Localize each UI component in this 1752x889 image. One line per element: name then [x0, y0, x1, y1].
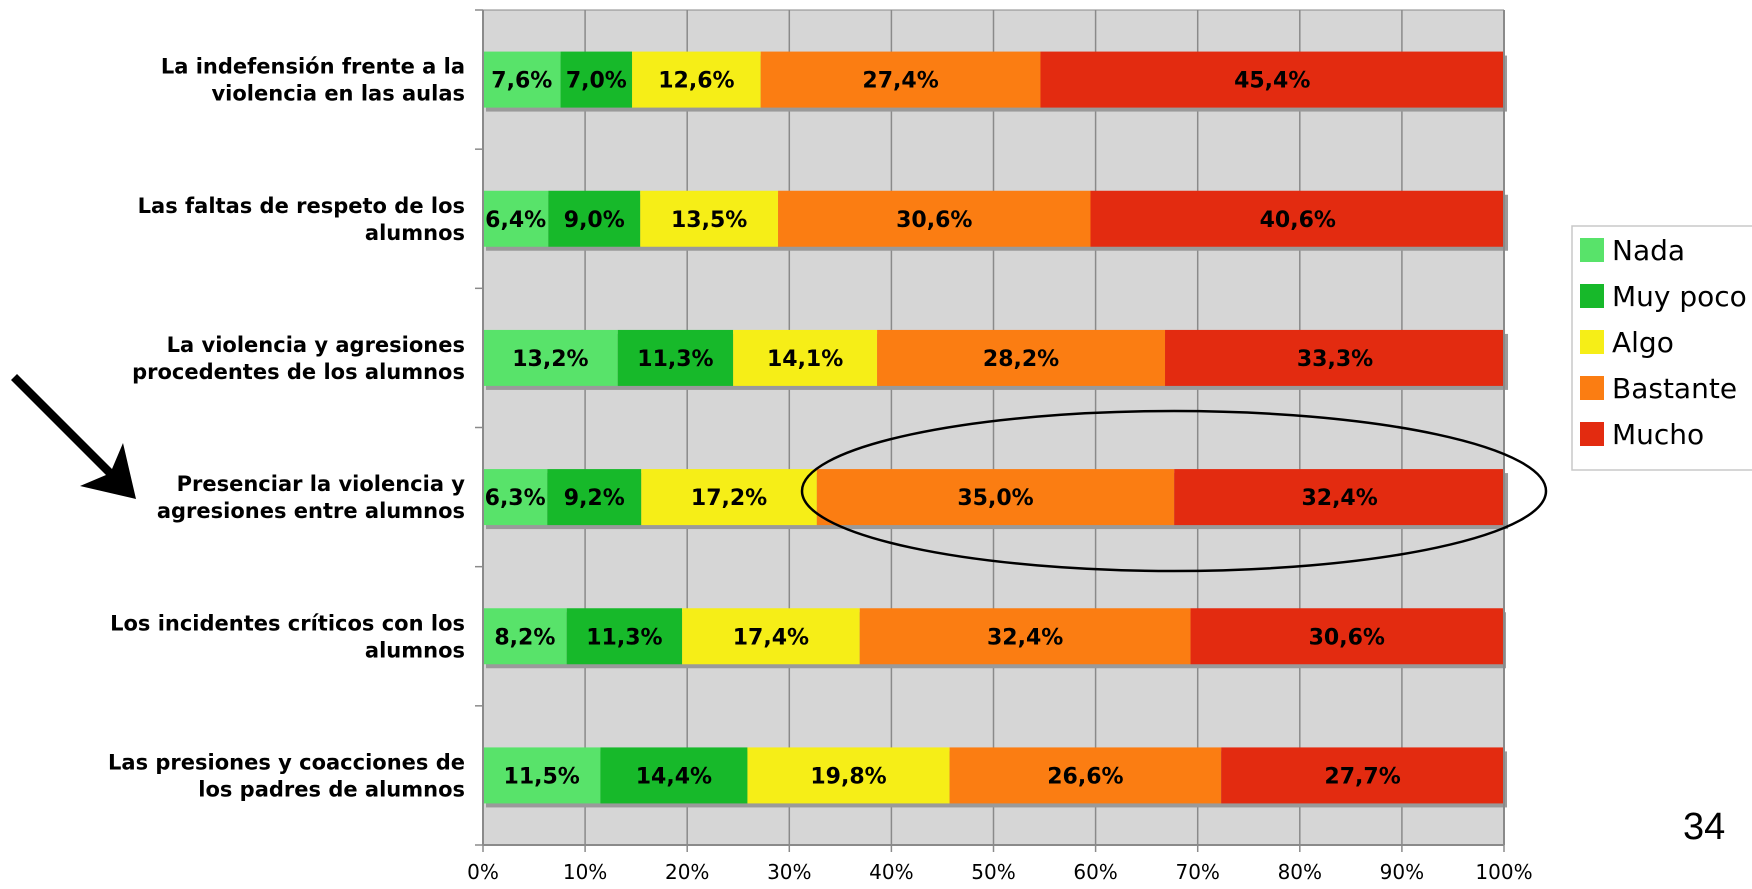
bar-segment	[483, 190, 549, 247]
data-label: 27,4%	[862, 69, 938, 94]
data-label: 6,4%	[485, 208, 546, 233]
legend-label: Mucho	[1612, 418, 1704, 451]
data-label: 13,5%	[671, 208, 747, 233]
data-label: 9,0%	[564, 208, 625, 233]
bar-segment	[816, 469, 1175, 526]
x-tick-label: 30%	[767, 860, 811, 884]
page-number: 34	[1683, 806, 1726, 848]
data-label: 17,2%	[691, 486, 767, 511]
x-tick-label: 100%	[1475, 860, 1532, 884]
bar-segment	[547, 469, 642, 526]
data-label: 13,2%	[512, 347, 588, 372]
bar-segment	[1090, 190, 1506, 247]
x-tick-label: 0%	[467, 860, 499, 884]
data-label: 11,5%	[504, 764, 580, 789]
data-label: 6,3%	[485, 486, 546, 511]
data-label: 7,6%	[491, 69, 552, 94]
bar-segment	[641, 469, 817, 526]
bar-segment	[682, 608, 860, 665]
x-tick-label: 10%	[563, 860, 607, 884]
legend-label: Bastante	[1612, 372, 1737, 405]
legend-swatch	[1580, 330, 1604, 354]
data-label: 14,1%	[767, 347, 843, 372]
x-tick-label: 50%	[971, 860, 1015, 884]
bar-segment	[483, 51, 561, 108]
category-label: Presenciar la violencia y agresiones entr…	[157, 472, 465, 523]
bar-segment	[778, 190, 1091, 247]
data-label: 12,6%	[658, 69, 734, 94]
bar-segment	[859, 608, 1191, 665]
data-label: 8,2%	[494, 625, 555, 650]
x-tick-label: 60%	[1073, 860, 1117, 884]
bar-segment	[483, 608, 567, 665]
bar-segment	[1040, 51, 1504, 108]
bar-segment	[1221, 747, 1504, 804]
legend-swatch	[1580, 284, 1604, 308]
data-label: 7,0%	[566, 69, 627, 94]
right-down-arrow-icon	[11, 374, 136, 499]
data-label: 30,6%	[896, 208, 972, 233]
data-label: 19,8%	[810, 764, 886, 789]
bar-segment	[483, 469, 548, 526]
data-label: 17,4%	[733, 625, 809, 650]
category-label: Las faltas de respeto de los alumnos	[138, 194, 465, 245]
legend-label: Algo	[1612, 326, 1674, 359]
data-label: 11,3%	[637, 347, 713, 372]
x-tick-label: 70%	[1175, 860, 1219, 884]
data-label: 33,3%	[1297, 347, 1373, 372]
data-label: 11,3%	[586, 625, 662, 650]
data-label: 27,7%	[1324, 764, 1400, 789]
x-tick-label: 40%	[869, 860, 913, 884]
data-label: 9,2%	[564, 486, 625, 511]
data-label: 30,6%	[1309, 625, 1385, 650]
legend-label: Nada	[1612, 234, 1685, 267]
data-label: 26,6%	[1047, 764, 1123, 789]
x-tick-label: 90%	[1380, 860, 1424, 884]
category-label: Los incidentes críticos con los alumnos	[110, 611, 465, 662]
bar-segment	[733, 329, 878, 386]
category-label: Las presiones y coacciones de los padres …	[108, 750, 465, 801]
bar-segment	[760, 51, 1041, 108]
bar-segment	[566, 608, 683, 665]
bar-segment	[877, 329, 1166, 386]
legend-swatch	[1580, 238, 1604, 262]
x-tick-label: 80%	[1278, 860, 1322, 884]
data-label: 45,4%	[1234, 69, 1310, 94]
legend-swatch	[1580, 422, 1604, 446]
x-tick-label: 20%	[665, 860, 709, 884]
category-label: La violencia y agresiones procedentes de …	[132, 333, 465, 384]
legend-label: Muy poco	[1612, 280, 1747, 313]
bar-segment	[632, 51, 761, 108]
data-label: 28,2%	[983, 347, 1059, 372]
bar-segment	[600, 747, 748, 804]
data-label: 35,0%	[957, 486, 1033, 511]
data-label: 40,6%	[1260, 208, 1336, 233]
bar-segment	[949, 747, 1222, 804]
bar-segment	[1165, 329, 1506, 386]
category-label: La indefensión frente a la violencia en l…	[161, 55, 465, 106]
highlight-ellipse	[800, 409, 1548, 573]
data-label: 32,4%	[987, 625, 1063, 650]
bar-segment	[560, 51, 633, 108]
bar-segment	[1174, 469, 1506, 526]
bar-segment	[640, 190, 779, 247]
bar-segment	[483, 329, 618, 386]
bar-segment	[617, 329, 734, 386]
bar-segment	[483, 747, 601, 804]
bar-segment	[548, 190, 641, 247]
bar-segment	[747, 747, 950, 804]
bar-segment	[1190, 608, 1503, 665]
legend-swatch	[1580, 376, 1604, 400]
data-label: 14,4%	[636, 764, 712, 789]
data-label: 32,4%	[1301, 486, 1377, 511]
